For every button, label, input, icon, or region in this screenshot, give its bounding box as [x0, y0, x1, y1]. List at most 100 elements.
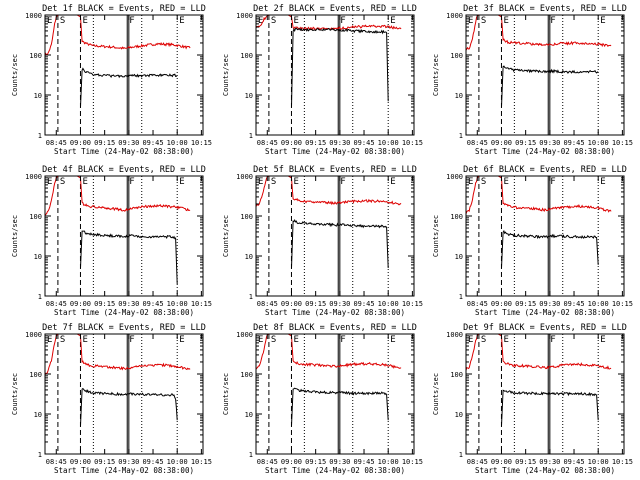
x-axis-label: Start Time (24-May-02 08:38:00) [265, 147, 405, 156]
event-marker-label: S [481, 16, 486, 26]
chart-title: Det 6f BLACK = Events, RED = LLD [463, 165, 627, 175]
x-tick-label: 08:45 [257, 300, 278, 308]
y-axis-label: Counts/sec [11, 215, 19, 257]
plot-frame [44, 333, 204, 455]
x-tick-label: 09:30 [329, 458, 350, 466]
event-marker-label: S [271, 16, 276, 26]
x-tick-label: 10:00 [588, 139, 609, 147]
event-marker-label: S [271, 177, 276, 187]
x-tick-label: 08:45 [257, 458, 278, 466]
lld-series-line [44, 14, 191, 57]
y-tick-label: 100 [29, 52, 42, 60]
x-tick-label: 10:15 [191, 458, 212, 466]
lld-series-line [255, 14, 402, 31]
event-marker-label: E [82, 177, 87, 187]
event-marker-label: E [47, 16, 52, 26]
x-tick-label: 09:15 [305, 139, 326, 147]
x-tick-label: 10:00 [378, 300, 399, 308]
x-tick-label: 09:00 [70, 139, 91, 147]
x-tick-label: 10:00 [378, 139, 399, 147]
event-marker-label: E [258, 335, 263, 345]
x-tick-label: 10:15 [612, 139, 633, 147]
event-marker-label: E [293, 335, 298, 345]
plot-frame [44, 175, 204, 297]
x-tick-label: 09:00 [281, 139, 302, 147]
event-marker-label: E [390, 177, 395, 187]
y-tick-label: 1000 [25, 173, 42, 181]
x-tick-label: 09:30 [329, 139, 350, 147]
event-marker-label: E [600, 335, 605, 345]
event-marker-label: E [293, 16, 298, 26]
y-tick-label: 1000 [446, 173, 463, 181]
y-tick-label: 100 [240, 213, 253, 221]
x-tick-label: 09:15 [94, 300, 115, 308]
event-marker-label: E [47, 177, 52, 187]
x-axis-label: Start Time (24-May-02 08:38:00) [265, 466, 405, 475]
event-marker-label: E [503, 335, 508, 345]
y-axis-label: Counts/sec [222, 373, 230, 415]
y-tick-label: 1 [459, 293, 463, 301]
y-tick-label: 10 [455, 253, 463, 261]
plot-frame [255, 333, 415, 455]
event-marker-label: E [82, 16, 87, 26]
event-marker-label: F [340, 16, 345, 26]
x-tick-label: 10:15 [191, 139, 212, 147]
event-marker-label: S [60, 16, 65, 26]
plot-frame [255, 175, 415, 297]
y-tick-label: 100 [240, 371, 253, 379]
x-tick-label: 09:30 [539, 139, 560, 147]
y-axis-label: Counts/sec [222, 54, 230, 96]
event-marker-label: S [271, 335, 276, 345]
events-series-line [80, 387, 178, 427]
x-tick-label: 09:30 [118, 458, 139, 466]
y-tick-label: 10 [455, 92, 463, 100]
x-tick-label: 10:00 [378, 458, 399, 466]
lld-series-line [465, 14, 612, 51]
y-tick-label: 1 [249, 293, 253, 301]
x-axis-label: Start Time (24-May-02 08:38:00) [265, 308, 405, 317]
chart-title: Det 5f BLACK = Events, RED = LLD [253, 165, 417, 175]
event-marker-label: E [82, 335, 87, 345]
x-tick-label: 08:45 [467, 300, 488, 308]
y-tick-label: 100 [240, 52, 253, 60]
x-axis-label: Start Time (24-May-02 08:38:00) [54, 466, 194, 475]
y-tick-label: 10 [245, 92, 253, 100]
x-tick-label: 09:15 [305, 458, 326, 466]
x-tick-label: 09:00 [70, 458, 91, 466]
y-axis-label: Counts/sec [432, 54, 440, 96]
events-series-line [291, 387, 389, 427]
y-tick-label: 1 [38, 132, 42, 140]
y-axis-label: Counts/sec [432, 215, 440, 257]
x-tick-label: 09:30 [539, 300, 560, 308]
event-marker-label: E [179, 335, 184, 345]
event-marker-label: F [550, 177, 555, 187]
event-marker-label: F [340, 335, 345, 345]
event-marker-label: E [293, 177, 298, 187]
x-tick-label: 09:45 [353, 300, 374, 308]
event-marker-label: E [503, 177, 508, 187]
y-tick-label: 1000 [25, 12, 42, 20]
event-marker-label: F [550, 335, 555, 345]
y-tick-label: 1000 [446, 331, 463, 339]
events-series-line [501, 65, 599, 108]
plot-frame [255, 14, 415, 136]
event-marker-label: S [481, 335, 486, 345]
x-tick-label: 09:15 [515, 300, 536, 308]
event-marker-label: E [390, 16, 395, 26]
y-tick-label: 10 [455, 411, 463, 419]
x-tick-label: 09:00 [491, 139, 512, 147]
x-tick-label: 08:45 [46, 139, 67, 147]
x-tick-label: 08:45 [46, 300, 67, 308]
y-tick-label: 10 [34, 411, 42, 419]
y-tick-label: 1000 [25, 331, 42, 339]
x-tick-label: 09:00 [281, 300, 302, 308]
events-series-line [80, 67, 178, 108]
x-tick-label: 09:45 [142, 458, 163, 466]
event-marker-label: E [179, 16, 184, 26]
event-marker-label: S [60, 335, 65, 345]
x-tick-label: 09:30 [118, 300, 139, 308]
